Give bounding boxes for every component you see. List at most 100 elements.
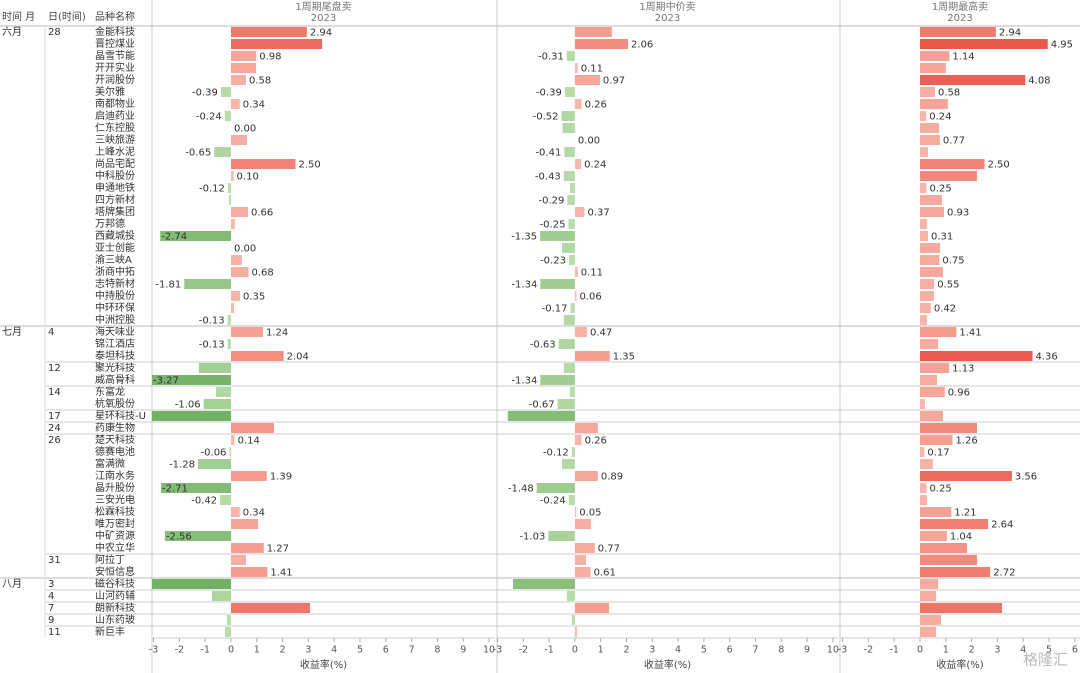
- value-label: 0.66: [251, 208, 273, 219]
- bar: [214, 147, 231, 157]
- value-label: -0.23: [540, 256, 566, 267]
- bar: [230, 63, 257, 73]
- bar: [571, 615, 575, 625]
- value-label: 0.25: [929, 184, 951, 195]
- row-name: 浙商中拓: [95, 265, 135, 278]
- bar: [920, 219, 927, 229]
- bar: [198, 363, 231, 373]
- bar: [229, 447, 231, 457]
- value-label: -0.25: [540, 220, 566, 231]
- x-tick-label: -1: [544, 645, 553, 656]
- value-label: -0.39: [192, 88, 218, 99]
- bar: [920, 111, 927, 121]
- bar: [230, 39, 323, 49]
- x-tick-label: 1: [943, 645, 949, 656]
- row-name: 江南水务: [95, 469, 135, 482]
- bar: [230, 99, 240, 109]
- bar: [574, 207, 585, 217]
- row-name: 亚士创能: [95, 241, 135, 254]
- bar: [920, 519, 989, 529]
- value-label: 0.58: [938, 88, 960, 99]
- value-label: -0.41: [535, 148, 561, 159]
- bar: [920, 231, 928, 241]
- bar: [920, 303, 931, 313]
- bars: [152, 27, 323, 637]
- bar: [574, 291, 577, 301]
- bar: [152, 375, 231, 385]
- bar: [184, 279, 231, 289]
- bar: [557, 399, 575, 409]
- row-name: 阿拉丁: [95, 553, 125, 566]
- bar: [570, 303, 575, 313]
- panel-title: 1周期中价卖: [639, 0, 695, 13]
- table-header: 日(时间): [48, 10, 86, 23]
- value-label: 1.26: [956, 436, 978, 447]
- bar: [562, 243, 575, 253]
- row-name: 启迪药业: [95, 109, 135, 122]
- value-label: -0.39: [536, 88, 562, 99]
- bar: [920, 459, 933, 469]
- bar: [566, 51, 575, 61]
- bar: [220, 87, 231, 97]
- value-label: 0.75: [942, 256, 964, 267]
- row-name: 朗新科技: [95, 601, 135, 614]
- x-tick-label: 4: [1020, 645, 1026, 656]
- row-name: 西藏城投: [95, 229, 135, 242]
- value-label: 0.89: [601, 472, 623, 483]
- value-label: 0.68: [252, 268, 274, 279]
- bar: [230, 423, 275, 433]
- row-name: 志特新材: [95, 277, 135, 290]
- day-label: 9: [48, 615, 54, 626]
- bar: [566, 591, 575, 601]
- bar: [574, 507, 577, 517]
- value-label: -0.24: [196, 112, 222, 123]
- value-label: -0.29: [539, 196, 565, 207]
- x-tick-label: -2: [864, 645, 873, 656]
- value-label: 0.77: [598, 544, 620, 555]
- bar: [920, 315, 927, 325]
- value-label: 0.00: [234, 124, 256, 135]
- value-label: 2.94: [310, 28, 332, 39]
- bar: [920, 27, 996, 37]
- x-tick-label: 8: [434, 645, 440, 656]
- bar: [230, 135, 247, 145]
- x-tick-label: 0: [572, 645, 578, 656]
- bar: [920, 207, 944, 217]
- bar: [920, 183, 927, 193]
- value-label: 1.04: [950, 532, 972, 543]
- row-name: 晶升股份: [95, 482, 135, 494]
- bar: [230, 255, 242, 265]
- day-label: 24: [48, 423, 61, 434]
- bar: [211, 591, 231, 601]
- bar: [568, 255, 575, 265]
- bar: [563, 315, 575, 325]
- watermark: 格隆汇: [1023, 651, 1068, 669]
- x-tick-label: 9: [804, 645, 810, 656]
- value-label: -0.42: [191, 496, 217, 507]
- value-label: -1.48: [508, 484, 534, 495]
- bar: [920, 435, 953, 445]
- value-label: 4.36: [1036, 352, 1058, 363]
- row-name: 东富龙: [95, 385, 125, 398]
- bar: [920, 579, 939, 589]
- value-label: 4.95: [1051, 40, 1073, 51]
- x-tick-label: 4: [331, 645, 337, 656]
- bar: [920, 195, 942, 205]
- value-label: 0.34: [243, 508, 265, 519]
- row-name: 山东药玻: [95, 613, 135, 626]
- value-label: 0.26: [585, 436, 607, 447]
- x-tick-label: 7: [752, 645, 758, 656]
- bar: [920, 99, 948, 109]
- value-label: 1.13: [952, 364, 974, 375]
- row-name: 万邦德: [95, 217, 125, 230]
- bar: [574, 159, 582, 169]
- bar: [230, 303, 235, 313]
- bar: [574, 267, 578, 277]
- value-label: 0.96: [948, 388, 970, 399]
- row-name: 泰坦科技: [95, 349, 135, 362]
- bar: [574, 567, 591, 577]
- bar: [920, 627, 936, 637]
- value-label: -2.74: [161, 232, 187, 243]
- x-tick-label: 3: [649, 645, 655, 656]
- bar: [920, 603, 1003, 613]
